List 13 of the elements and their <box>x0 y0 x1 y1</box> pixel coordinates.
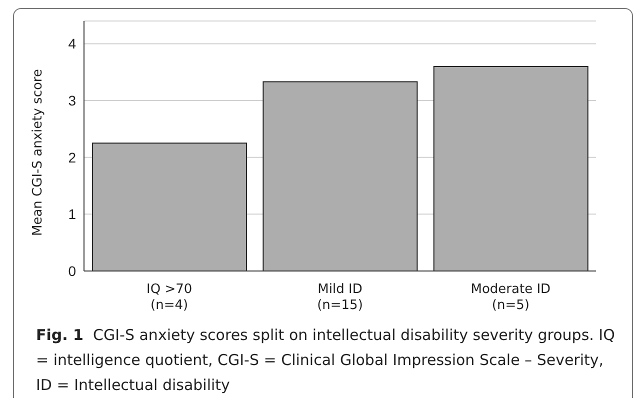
y-axis-title: Mean CGI-S anxiety score <box>30 69 46 236</box>
y-tick-label: 4 <box>68 36 76 52</box>
x-tick-label: Mild ID (n=15) <box>317 282 363 313</box>
y-tick-label: 1 <box>68 206 76 222</box>
caption: Fig. 1 CGI-S anxiety scores split on intellectual disability severity groups. IQ = intelligence quotient, CGI-S = Clinical Global Impression Scale – Severity, ID = Intellectual disability <box>36 326 616 394</box>
y-tick-label: 3 <box>68 92 76 109</box>
y-tick-label: 0 <box>68 262 76 279</box>
y-tick-label: 2 <box>68 149 76 166</box>
x-tick-label: Moderate ID (n=5) <box>470 282 551 313</box>
bar <box>262 81 418 271</box>
x-tick-label: IQ >70 (n=4) <box>146 282 192 313</box>
bar <box>92 142 248 271</box>
bar <box>433 66 588 271</box>
